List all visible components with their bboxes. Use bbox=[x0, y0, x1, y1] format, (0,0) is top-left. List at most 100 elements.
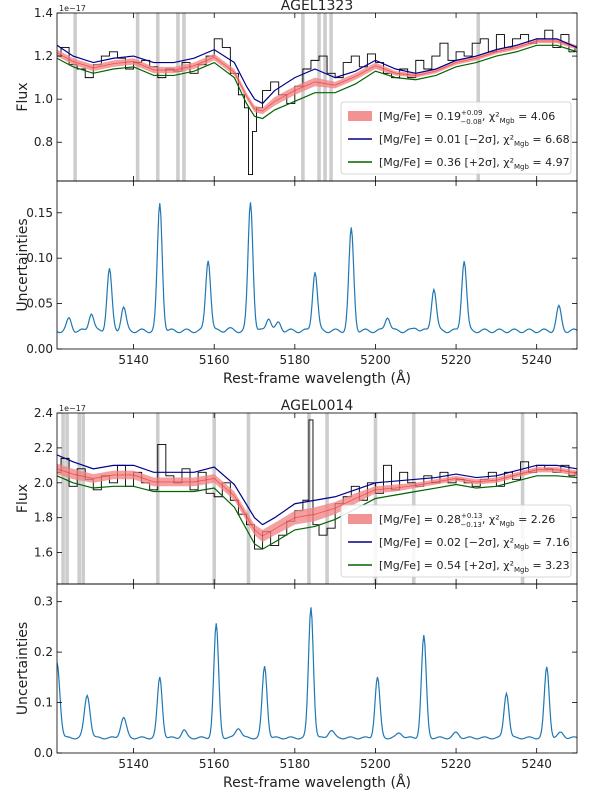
y-tick-label: 0.8 bbox=[34, 135, 53, 149]
masked-region-7 bbox=[323, 13, 327, 181]
legend-swatch-band bbox=[348, 111, 372, 121]
masked-region-11 bbox=[520, 413, 525, 584]
legend-chi-sub: Mgb bbox=[500, 117, 515, 125]
y-tick-label: 0.00 bbox=[26, 342, 53, 356]
y-tick-label: 1.8 bbox=[34, 511, 53, 525]
y-tick-label: 1.0 bbox=[34, 92, 53, 106]
legend-chi-val: = 4.97 bbox=[529, 156, 570, 169]
x-tick-label: 5140 bbox=[118, 353, 149, 367]
legend-text: [Mg/Fe] = 0.54 [+2σ], χ² bbox=[379, 559, 514, 572]
y-tick-label: 0.15 bbox=[26, 206, 53, 220]
masked-region-4 bbox=[182, 13, 186, 181]
legend-label: [Mg/Fe] = 0.02 [−2σ], χ²Mgb = 7.16 bbox=[379, 536, 570, 551]
panel-4: 0.0 0.1 0.2 0.3 5140 5160 5180 5200 5220 5240 Unce… bbox=[15, 583, 578, 791]
legend-chi-val: = 6.68 bbox=[529, 133, 570, 146]
y-tick-label: 2.2 bbox=[34, 441, 53, 455]
x-tick-label: 5180 bbox=[280, 353, 311, 367]
plot-area bbox=[57, 413, 577, 584]
legend-swatch-band bbox=[348, 514, 372, 524]
masked-region-9 bbox=[476, 13, 481, 181]
model-line-2 bbox=[57, 454, 577, 526]
plot-area bbox=[57, 202, 577, 334]
y-tick-label: 0.1 bbox=[34, 696, 53, 710]
plot-area bbox=[57, 607, 577, 740]
legend-chi-val: = 3.23 bbox=[529, 559, 570, 572]
uncertainty-line bbox=[57, 607, 577, 740]
legend-text: [Mg/Fe] = 0.01 [−2σ], χ² bbox=[379, 133, 514, 146]
x-tick-label: 5160 bbox=[199, 757, 230, 771]
y-tick-label: 1.2 bbox=[34, 49, 53, 63]
legend-chi-sub: Mgb bbox=[514, 163, 529, 171]
x-tick-label: 5200 bbox=[360, 757, 391, 771]
x-tick-label: 5220 bbox=[441, 353, 472, 367]
y-tick-label: 0.2 bbox=[34, 645, 53, 659]
masked-region-2 bbox=[155, 13, 160, 181]
masked-region-2 bbox=[77, 413, 81, 584]
chart-title: AGEL1323 bbox=[281, 0, 353, 14]
y-offset-text: 1e−17 bbox=[59, 404, 86, 413]
legend-chi-val: = 4.06 bbox=[515, 110, 556, 123]
legend-sub: −0.13 bbox=[460, 521, 481, 529]
masked-region-0 bbox=[61, 413, 65, 584]
axes-frame bbox=[56, 583, 578, 754]
ci-band bbox=[57, 38, 577, 115]
legend-text: [Mg/Fe] = 0.19 bbox=[379, 110, 461, 123]
y-offset-text: 1e−17 bbox=[59, 4, 86, 13]
x-tick-label: 5240 bbox=[521, 353, 552, 367]
y-tick-label: 0.3 bbox=[34, 595, 53, 609]
x-axis-label: Rest-frame wavelength (Å) bbox=[223, 370, 411, 387]
plot-area bbox=[57, 13, 577, 181]
y-tick-label: 0.10 bbox=[26, 251, 53, 265]
y-tick-label: 0.05 bbox=[26, 297, 53, 311]
y-tick-label: 2.4 bbox=[34, 406, 53, 420]
x-tick-label: 5140 bbox=[118, 757, 149, 771]
masked-region-5 bbox=[301, 13, 305, 181]
legend: [Mg/Fe] = 0.19+0.09 −0.08, χ²Mgb = 4.06[M… bbox=[340, 101, 572, 175]
legend-label: [Mg/Fe] = 0.01 [−2σ], χ²Mgb = 6.68 bbox=[379, 133, 570, 148]
legend-text: [Mg/Fe] = 0.02 [−2σ], χ² bbox=[379, 536, 514, 549]
legend-chi-val: = 2.26 bbox=[515, 513, 556, 526]
legend-chi-sub: Mgb bbox=[514, 566, 529, 574]
chart-title: AGEL0014 bbox=[281, 398, 354, 414]
x-tick-label: 5240 bbox=[521, 757, 552, 771]
panel-2: 0.00 0.05 0.10 0.15 5140 5160 5180 5200 5220 5240… bbox=[15, 180, 578, 387]
legend-box bbox=[340, 101, 572, 175]
legend: [Mg/Fe] = 0.28+0.13 −0.13, χ²Mgb = 2.26 [M… bbox=[340, 504, 572, 578]
x-tick-label: 5220 bbox=[441, 757, 472, 771]
x-tick-label: 5160 bbox=[199, 353, 230, 367]
legend-label: [Mg/Fe] = 0.54 [+2σ], χ²Mgb = 3.23 bbox=[379, 559, 570, 574]
model-line-3 bbox=[57, 44, 577, 120]
ci-band bbox=[57, 463, 577, 543]
model-line-3 bbox=[57, 475, 577, 550]
axes-frame bbox=[56, 180, 578, 350]
masked-region-6 bbox=[246, 413, 251, 584]
legend-label: [Mg/Fe] = 0.28+0.13 −0.13, χ²Mgb = 2.26 bbox=[379, 512, 555, 529]
best-fit-line bbox=[57, 468, 577, 537]
legend-chi-sub: Mgb bbox=[514, 140, 529, 148]
legend-sup: +0.13 bbox=[461, 512, 482, 520]
y-tick-label: 0.0 bbox=[34, 746, 53, 760]
masked-region-3 bbox=[81, 413, 86, 584]
y-axis-label: Flux bbox=[15, 484, 31, 513]
y-tick-label: 1.6 bbox=[34, 546, 53, 560]
legend-text: [Mg/Fe] = 0.36 [+2σ], χ² bbox=[379, 156, 514, 169]
masked-region-5 bbox=[212, 413, 217, 584]
masked-region-6 bbox=[317, 13, 321, 181]
y-axis-label: Uncertainties bbox=[15, 218, 31, 311]
y-tick-label: 1.4 bbox=[34, 6, 53, 20]
legend-chi-sub: Mgb bbox=[500, 520, 515, 528]
panel-3: 1.6 1.8 2.0 2.2 2.4 AGEL0014 1e−17 Flux [Mg/Fe] … bbox=[15, 398, 578, 585]
legend-label: [Mg/Fe] = 0.19+0.09 −0.08, χ²Mgb = 4.06 bbox=[379, 109, 555, 126]
uncertainty-line bbox=[57, 202, 577, 334]
x-axis-label: Rest-frame wavelength (Å) bbox=[223, 774, 411, 791]
legend-chi-sub: Mgb bbox=[514, 543, 529, 551]
legend-label: [Mg/Fe] = 0.36 [+2σ], χ²Mgb = 4.97 bbox=[379, 156, 570, 171]
masked-region-0 bbox=[73, 13, 77, 181]
masked-region-8 bbox=[329, 13, 333, 181]
panel-1: 0.8 1.0 1.2 1.4 AGEL1323 1e−17 Flux [Mg/Fe] = 0… bbox=[15, 0, 578, 182]
model-line-2 bbox=[57, 38, 577, 105]
x-tick-label: 5180 bbox=[280, 757, 311, 771]
y-axis-label: Uncertainties bbox=[15, 622, 31, 715]
legend-chi: , χ² bbox=[482, 110, 500, 123]
